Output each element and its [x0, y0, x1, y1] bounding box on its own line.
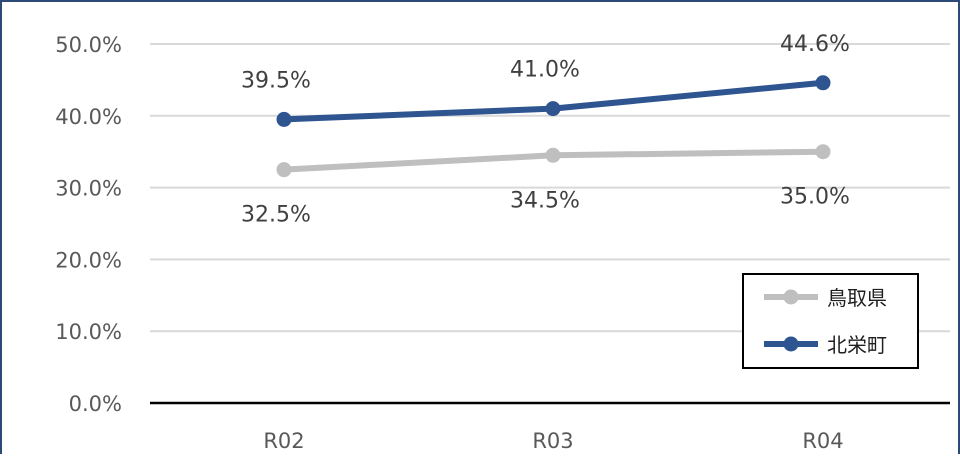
legend-marker — [783, 336, 799, 352]
data-label: 39.5% — [241, 68, 311, 93]
data-label: 32.5% — [241, 203, 311, 228]
y-tick-label: 10.0% — [55, 320, 122, 344]
legend-marker — [783, 289, 799, 305]
series-lines — [276, 75, 831, 178]
x-tick-label: R04 — [802, 429, 843, 453]
y-tick-label: 30.0% — [55, 177, 122, 201]
y-tick-label: 50.0% — [55, 33, 122, 57]
data-label: 44.6% — [780, 32, 850, 57]
x-tick-label: R02 — [263, 429, 304, 453]
data-point — [276, 162, 292, 178]
data-label: 41.0% — [510, 58, 580, 83]
legend-label: 北栄町 — [827, 333, 887, 357]
data-label: 35.0% — [780, 185, 850, 210]
x-axis-ticks: R02 R03 R04 — [263, 429, 843, 453]
y-tick-label: 20.0% — [55, 248, 122, 272]
y-tick-label: 0.0% — [69, 392, 122, 416]
data-labels: 32.5% 34.5% 35.0% 39.5% 41.0% 44.6% — [241, 32, 850, 228]
x-tick-label: R03 — [532, 429, 573, 453]
data-point — [815, 75, 831, 91]
data-point — [276, 111, 292, 127]
data-point — [545, 147, 561, 163]
data-point — [545, 101, 561, 117]
y-tick-label: 40.0% — [55, 105, 122, 129]
y-axis-ticks: 0.0% 10.0% 20.0% 30.0% 40.0% 50.0% — [55, 33, 122, 416]
data-point — [815, 144, 831, 160]
legend-label: 鳥取県 — [827, 286, 887, 310]
legend-box — [742, 273, 919, 369]
data-label: 34.5% — [510, 188, 580, 213]
